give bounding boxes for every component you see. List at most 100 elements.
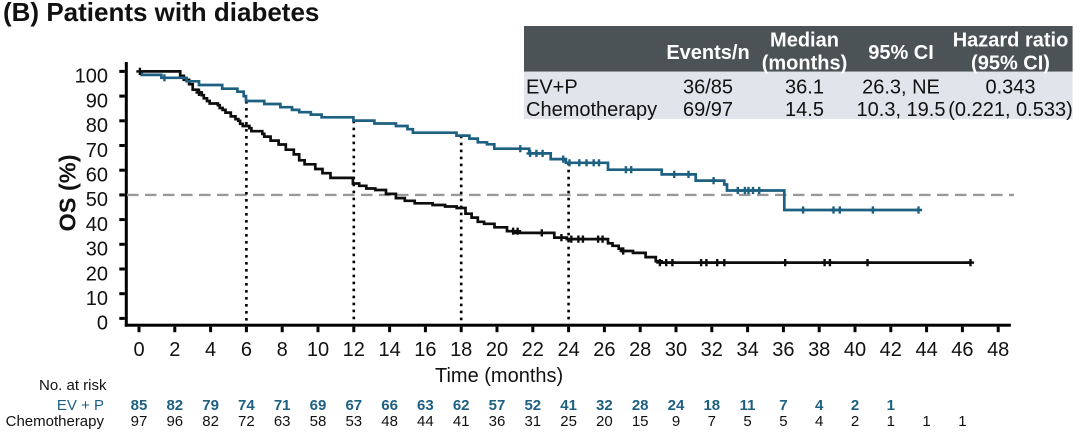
svg-text:12: 12: [343, 339, 365, 361]
svg-text:32: 32: [701, 339, 723, 361]
svg-text:41: 41: [560, 397, 577, 414]
svg-text:16: 16: [414, 339, 436, 361]
svg-text:5: 5: [743, 413, 751, 430]
svg-text:7: 7: [779, 397, 787, 414]
svg-text:10.3, 19.5: 10.3, 19.5: [857, 99, 946, 121]
svg-text:4: 4: [205, 339, 216, 361]
svg-text:38: 38: [808, 339, 830, 361]
svg-text:11: 11: [740, 397, 756, 414]
svg-text:46: 46: [951, 339, 973, 361]
svg-text:34: 34: [736, 339, 758, 361]
svg-text:2: 2: [851, 397, 859, 414]
svg-text:82: 82: [202, 413, 219, 430]
svg-text:Chemotherapy: Chemotherapy: [526, 99, 657, 121]
svg-text:1: 1: [958, 413, 966, 430]
svg-text:EV + P: EV + P: [57, 397, 104, 414]
svg-text:0: 0: [133, 339, 144, 361]
svg-text:74: 74: [238, 397, 255, 414]
svg-text:0: 0: [97, 313, 108, 335]
svg-text:66: 66: [381, 397, 398, 414]
svg-text:36: 36: [489, 413, 506, 430]
svg-text:36: 36: [772, 339, 794, 361]
svg-text:42: 42: [880, 339, 902, 361]
svg-text:85: 85: [131, 397, 148, 414]
svg-text:72: 72: [238, 413, 255, 430]
svg-text:EV+P: EV+P: [526, 77, 578, 99]
svg-text:30: 30: [86, 239, 108, 261]
svg-text:(months): (months): [762, 53, 848, 75]
svg-text:79: 79: [202, 397, 219, 414]
svg-text:40: 40: [86, 214, 108, 236]
svg-text:Hazard ratio: Hazard ratio: [953, 30, 1069, 52]
svg-text:57: 57: [489, 397, 506, 414]
svg-text:44: 44: [915, 339, 937, 361]
svg-text:20: 20: [486, 339, 508, 361]
svg-text:8: 8: [277, 339, 288, 361]
svg-text:80: 80: [86, 115, 108, 137]
svg-text:1: 1: [887, 397, 895, 414]
svg-text:20: 20: [86, 263, 108, 285]
svg-text:(95% CI): (95% CI): [971, 53, 1050, 75]
svg-text:41: 41: [453, 413, 470, 430]
svg-text:9: 9: [672, 413, 680, 430]
svg-text:OS (%): OS (%): [55, 154, 81, 231]
svg-text:100: 100: [75, 66, 108, 88]
svg-text:69/97: 69/97: [683, 99, 733, 121]
svg-text:14: 14: [378, 339, 400, 361]
svg-text:67: 67: [345, 397, 362, 414]
svg-text:4: 4: [815, 413, 823, 430]
svg-text:Events/n: Events/n: [666, 42, 749, 64]
svg-text:20: 20: [596, 413, 613, 430]
svg-text:63: 63: [417, 397, 434, 414]
svg-text:14.5: 14.5: [785, 99, 824, 121]
svg-text:10: 10: [307, 339, 329, 361]
svg-text:4: 4: [815, 397, 824, 414]
svg-text:Time (months): Time (months): [435, 365, 563, 387]
svg-text:62: 62: [453, 397, 470, 414]
svg-text:No. at risk: No. at risk: [39, 377, 107, 394]
svg-text:26.3, NE: 26.3, NE: [862, 77, 940, 99]
svg-text:48: 48: [987, 339, 1009, 361]
svg-text:50: 50: [86, 189, 108, 211]
svg-text:58: 58: [310, 413, 327, 430]
svg-text:Median: Median: [770, 30, 839, 52]
svg-text:(0.221, 0.533): (0.221, 0.533): [948, 99, 1073, 121]
svg-text:18: 18: [450, 339, 472, 361]
svg-text:2: 2: [169, 339, 180, 361]
svg-text:30: 30: [665, 339, 687, 361]
svg-text:25: 25: [560, 413, 577, 430]
svg-text:2: 2: [851, 413, 859, 430]
svg-text:71: 71: [274, 397, 291, 414]
svg-text:Chemotherapy: Chemotherapy: [6, 413, 105, 430]
svg-text:69: 69: [310, 397, 327, 414]
svg-text:82: 82: [166, 397, 183, 414]
svg-text:18: 18: [703, 397, 720, 414]
svg-text:96: 96: [166, 413, 183, 430]
svg-text:36.1: 36.1: [785, 77, 824, 99]
svg-text:1: 1: [887, 413, 895, 430]
svg-text:0.343: 0.343: [985, 77, 1035, 99]
svg-text:15: 15: [632, 413, 649, 430]
svg-text:28: 28: [629, 339, 651, 361]
svg-text:1: 1: [922, 413, 930, 430]
svg-text:70: 70: [86, 140, 108, 162]
svg-text:24: 24: [557, 339, 579, 361]
svg-text:22: 22: [522, 339, 544, 361]
svg-text:36/85: 36/85: [683, 77, 733, 99]
svg-text:48: 48: [381, 413, 398, 430]
svg-text:97: 97: [131, 413, 148, 430]
svg-text:44: 44: [417, 413, 434, 430]
svg-text:10: 10: [86, 288, 108, 310]
svg-text:6: 6: [241, 339, 252, 361]
svg-text:28: 28: [632, 397, 649, 414]
svg-text:60: 60: [86, 165, 108, 187]
svg-text:26: 26: [593, 339, 615, 361]
svg-text:7: 7: [708, 413, 716, 430]
svg-text:24: 24: [668, 397, 685, 414]
svg-text:63: 63: [274, 413, 291, 430]
svg-text:53: 53: [345, 413, 362, 430]
svg-text:32: 32: [596, 397, 613, 414]
svg-text:31: 31: [524, 413, 541, 430]
svg-text:40: 40: [844, 339, 866, 361]
svg-text:95% CI: 95% CI: [868, 42, 934, 64]
